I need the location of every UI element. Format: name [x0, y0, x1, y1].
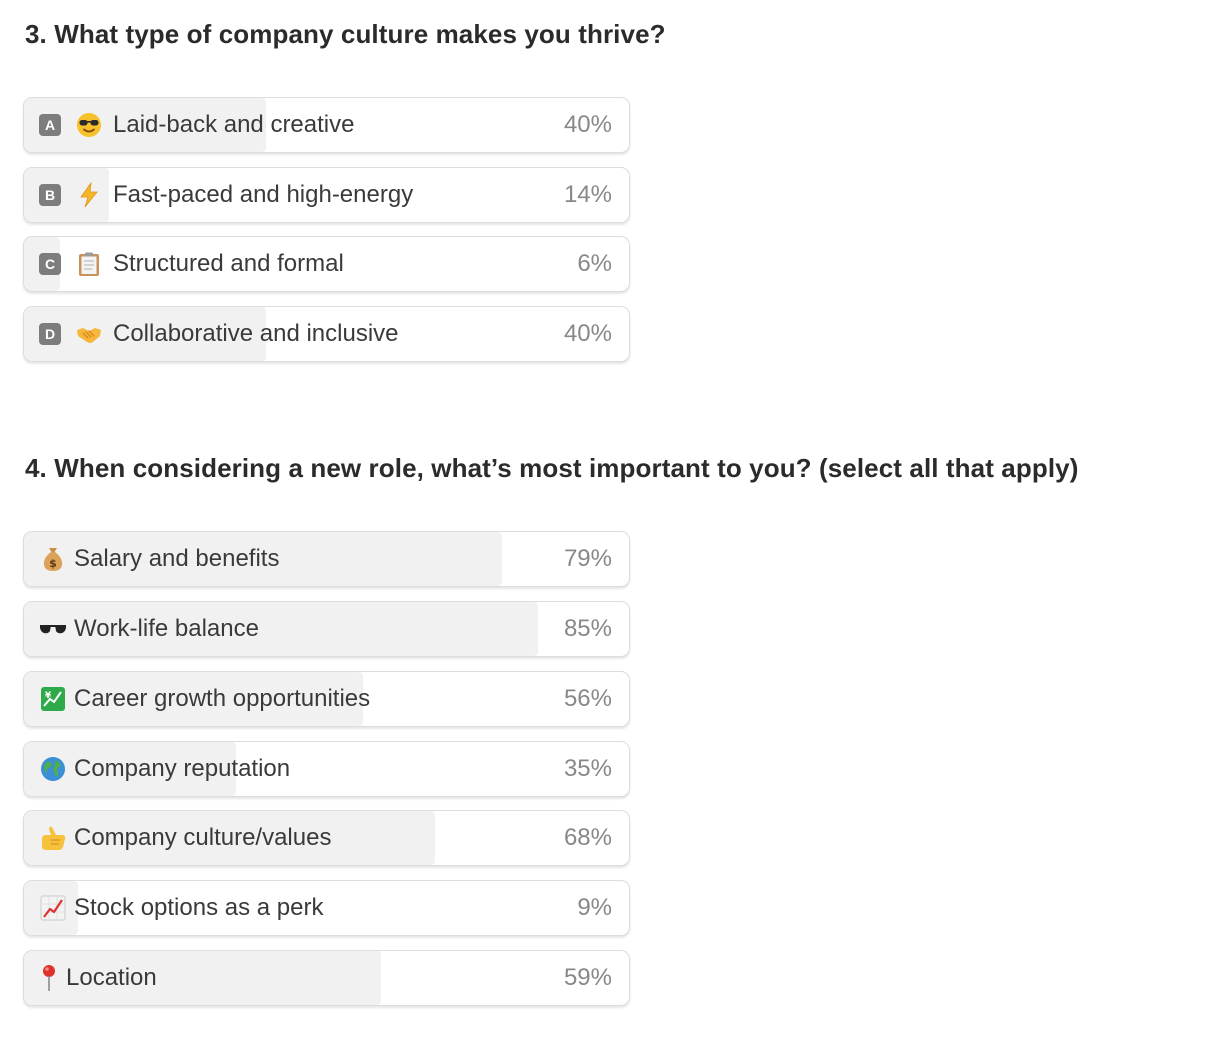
option-label: Salary and benefits — [74, 545, 280, 572]
poll-option[interactable]: ¥ Career growth opportunities 56% — [23, 671, 630, 727]
poll-option[interactable]: B Fast-paced and high-energy 14% — [23, 167, 630, 223]
option-percent: 35% — [563, 755, 612, 782]
poll-option[interactable]: C Structured and formal 6% — [23, 236, 630, 292]
option-letter-badge: C — [39, 253, 61, 275]
question-3-options: A Laid-back and creative 40% B — [23, 97, 630, 362]
poll-option[interactable]: D Collaborative and inclusive 40% — [23, 306, 630, 362]
option-label: Company reputation — [74, 755, 291, 782]
money-bag-icon: $ — [39, 545, 67, 573]
sunglasses-icon — [39, 615, 67, 643]
poll-option[interactable]: A Laid-back and creative 40% — [23, 97, 630, 153]
option-percent: 59% — [563, 964, 612, 991]
option-percent: 85% — [563, 615, 612, 642]
globe-icon — [39, 755, 67, 783]
result-bar — [24, 951, 381, 1005]
result-bar — [24, 307, 266, 361]
poll-option[interactable]: $ Salary and benefits 79% — [23, 531, 630, 587]
question-3-title: 3. What type of company culture makes yo… — [25, 19, 666, 49]
option-label: Laid-back and creative — [113, 111, 355, 138]
option-label: Company culture/values — [74, 824, 332, 851]
option-label: Fast-paced and high-energy — [113, 181, 414, 208]
chart-exchange-icon: ¥ — [39, 685, 67, 713]
poll-option[interactable]: Location 59% — [23, 950, 630, 1006]
option-percent: 14% — [563, 181, 612, 208]
option-letter-badge: D — [39, 323, 61, 345]
option-label: Stock options as a perk — [74, 894, 324, 921]
question-4-options: $ Salary and benefits 79% Work-life bala… — [23, 531, 630, 1006]
option-label: Collaborative and inclusive — [113, 320, 399, 347]
option-percent: 6% — [577, 250, 612, 277]
result-bar — [24, 532, 502, 586]
option-label: Career growth opportunities — [74, 685, 371, 712]
svg-text:¥: ¥ — [45, 691, 52, 701]
option-label: Structured and formal — [113, 250, 344, 277]
option-percent: 40% — [563, 320, 612, 347]
poll-option[interactable]: Stock options as a perk 9% — [23, 880, 630, 936]
lightning-icon — [75, 181, 103, 209]
sunglasses-face-icon — [75, 111, 103, 139]
option-percent: 9% — [577, 894, 612, 921]
chart-increasing-icon — [39, 894, 67, 922]
result-bar — [24, 98, 266, 152]
poll-option[interactable]: Company reputation 35% — [23, 741, 630, 797]
option-percent: 68% — [563, 824, 612, 851]
result-bar — [24, 602, 539, 656]
result-bar — [24, 672, 363, 726]
call-me-hand-icon — [39, 824, 67, 852]
poll-option[interactable]: Work-life balance 85% — [23, 601, 630, 657]
option-percent: 56% — [563, 685, 612, 712]
poll-option[interactable]: Company culture/values 68% — [23, 810, 630, 866]
question-4-title: 4. When considering a new role, what’s m… — [25, 453, 1079, 483]
result-bar — [24, 811, 436, 865]
option-letter-badge: A — [39, 114, 61, 136]
option-percent: 79% — [563, 545, 612, 572]
round-pin-icon — [39, 964, 59, 992]
option-letter-badge: B — [39, 184, 61, 206]
option-percent: 40% — [563, 111, 612, 138]
svg-text:$: $ — [49, 557, 57, 570]
clipboard-icon — [75, 250, 103, 278]
handshake-icon — [75, 320, 103, 348]
option-label: Location — [66, 964, 157, 991]
option-label: Work-life balance — [74, 615, 259, 642]
